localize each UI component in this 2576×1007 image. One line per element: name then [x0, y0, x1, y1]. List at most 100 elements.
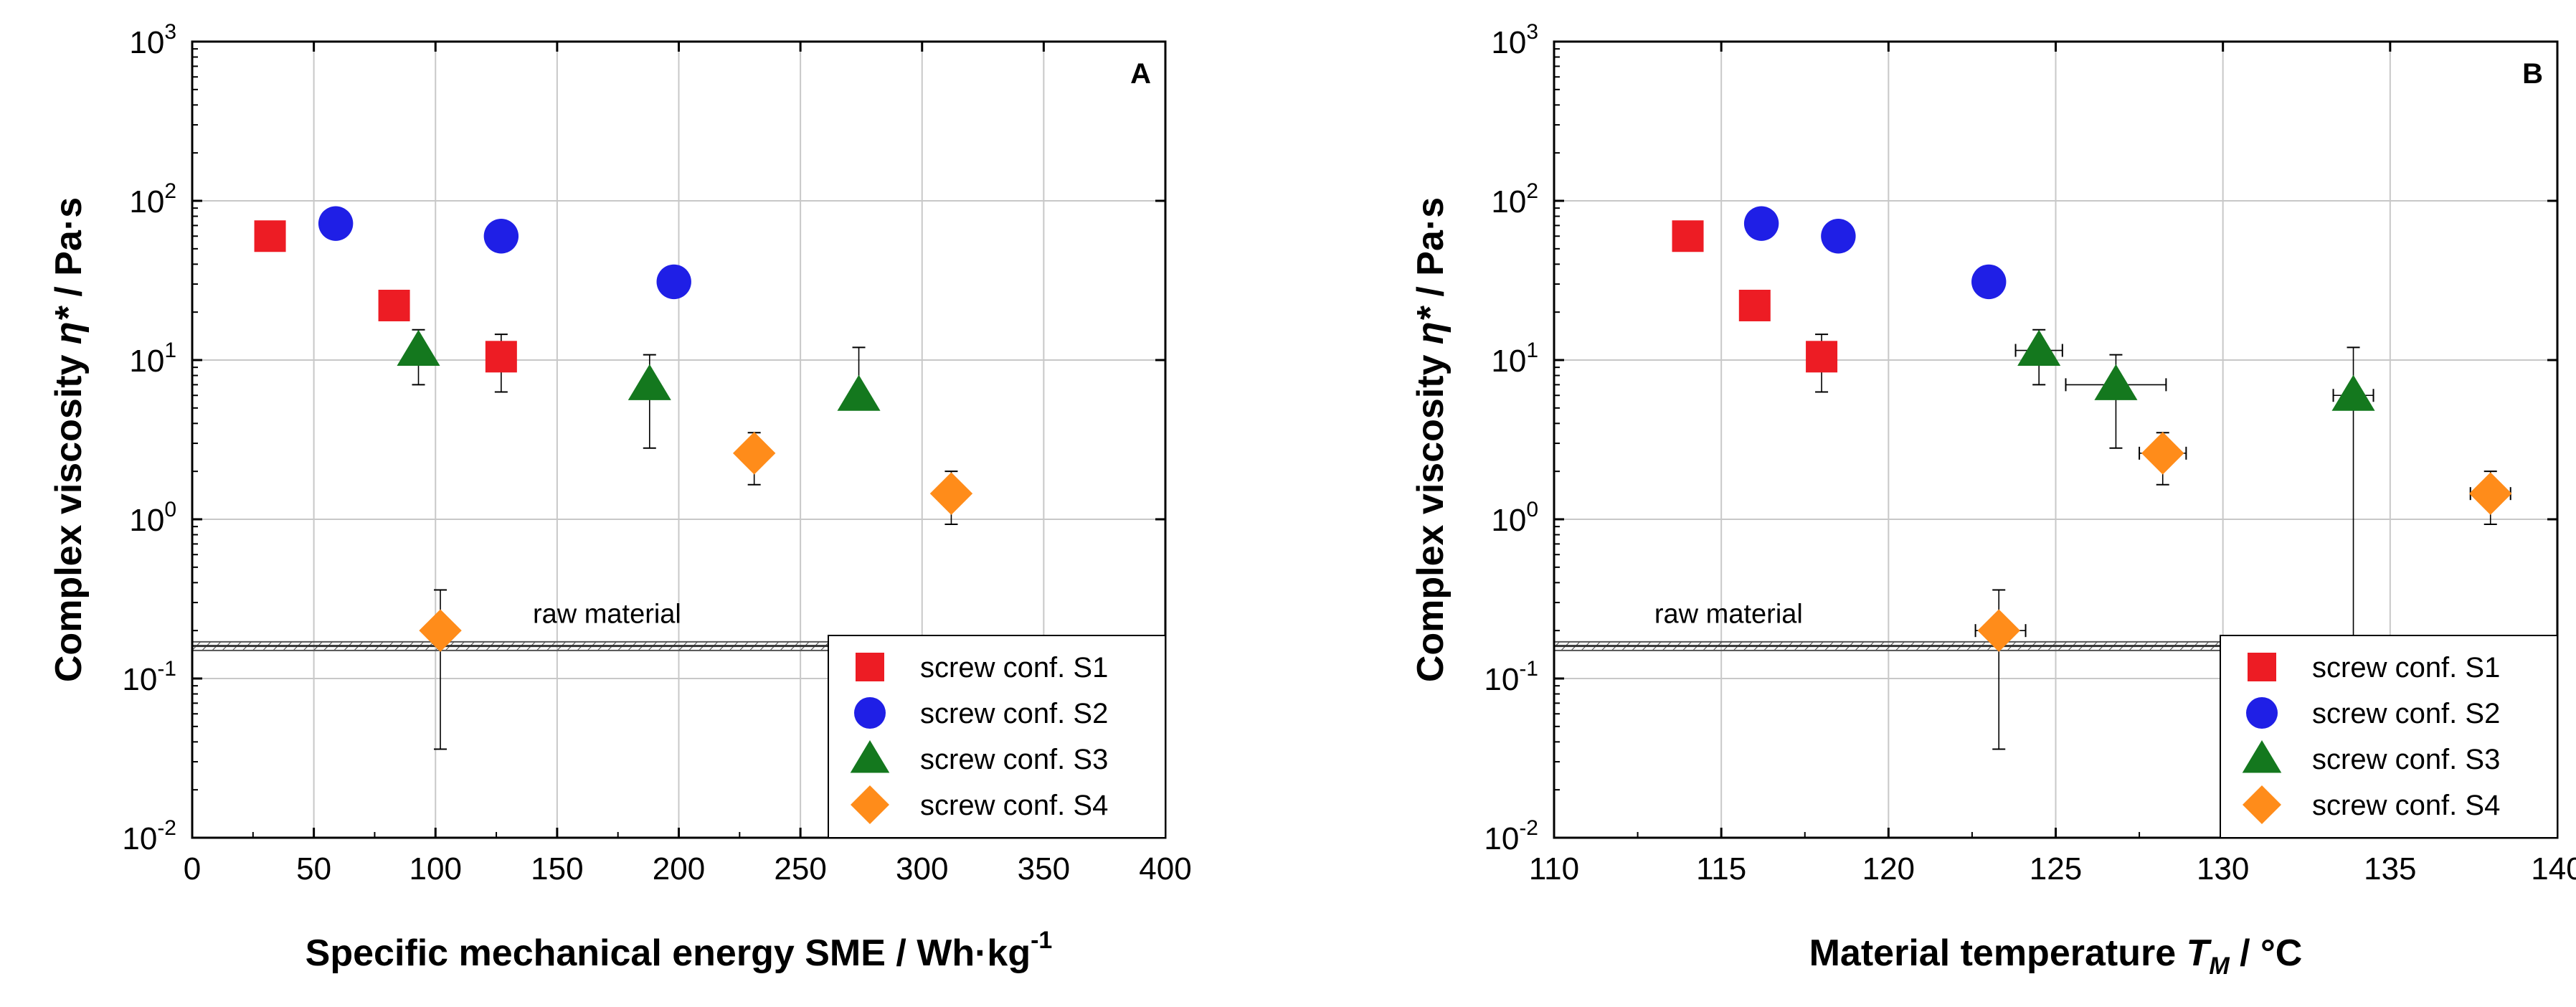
- panel-label: A: [1130, 58, 1151, 90]
- y-tick-base: 10: [1484, 821, 1519, 856]
- x-tick-label: 400: [1139, 851, 1191, 887]
- data-point-s2: [1821, 219, 1856, 254]
- data-point-s4: [2141, 432, 2184, 475]
- data-point-s1: [378, 289, 410, 321]
- y-tick-base: 10: [1491, 25, 1526, 60]
- y-axis-label-part: / Pa·s: [1410, 197, 1452, 307]
- legend-label-s4: screw conf. S4: [2312, 790, 2500, 821]
- y-tick-base: 10: [129, 503, 164, 538]
- x-axis-label-symbol: T: [2187, 932, 2212, 974]
- raw-material-label: raw material: [1654, 600, 1803, 630]
- x-tick-label: 115: [1696, 851, 1746, 887]
- legend-marker-s1: [856, 653, 884, 681]
- x-tick-label: 125: [2030, 851, 2082, 887]
- x-tick-label: 110: [1529, 851, 1579, 887]
- legend-label-s2: screw conf. S2: [920, 698, 1108, 729]
- y-axis-label-part: η*: [1410, 305, 1452, 344]
- y-axis-label-part: η*: [48, 305, 90, 344]
- data-point-s4: [1977, 609, 2020, 652]
- y-tick-exponent: 2: [164, 179, 176, 203]
- y-tick-exponent: -1: [1519, 657, 1538, 681]
- y-tick-label: 101: [1491, 339, 1538, 379]
- x-tick-label: 150: [531, 851, 583, 887]
- data-point-s1: [1806, 341, 1838, 373]
- data-point-s2: [1971, 264, 2007, 300]
- legend-marker-s2: [854, 697, 886, 729]
- legend: screw conf. S1 screw conf. S2 screw conf. …: [828, 635, 1166, 838]
- x-tick-label: 140: [2531, 851, 2576, 887]
- data-point-s2: [656, 264, 691, 300]
- y-tick-label: 103: [1491, 20, 1538, 60]
- y-tick-label: 10-1: [1484, 657, 1538, 697]
- data-point-s3: [628, 364, 671, 400]
- x-tick-label: 130: [2197, 851, 2249, 887]
- raw-material-label: raw material: [533, 600, 681, 630]
- legend-label-s2: screw conf. S2: [2312, 698, 2500, 729]
- legend-marker-s2: [2246, 697, 2278, 729]
- y-tick-exponent: 1: [1526, 339, 1538, 362]
- legend-marker-s3: [2242, 740, 2282, 773]
- y-tick-label: 101: [129, 339, 176, 379]
- x-tick-label: 50: [296, 851, 331, 887]
- x-tick-label: 300: [896, 851, 948, 887]
- y-tick-base: 10: [129, 25, 164, 60]
- data-point-s1: [485, 341, 517, 373]
- x-axis-label-sub: M: [2209, 952, 2230, 980]
- y-tick-label: 10-2: [1484, 816, 1538, 856]
- data-point-s2: [318, 206, 354, 241]
- y-tick-base: 10: [1484, 662, 1519, 697]
- data-point-s3: [837, 374, 881, 411]
- x-tick-label: 350: [1018, 851, 1070, 887]
- x-axis-label-unit: / °C: [2230, 932, 2303, 974]
- legend: screw conf. S1 screw conf. S2 screw conf. …: [2220, 635, 2558, 838]
- data-point-s4: [929, 472, 973, 515]
- data-point-s1: [254, 220, 286, 252]
- data-point-s3: [397, 329, 440, 366]
- y-tick-exponent: -2: [157, 816, 176, 840]
- data-point-s2: [483, 219, 519, 254]
- data-point-s3: [2094, 364, 2138, 400]
- y-axis-label: Complex viscosity η* / Pa·s: [48, 197, 90, 682]
- y-tick-exponent: 3: [164, 20, 176, 44]
- y-tick-label: 100: [129, 498, 176, 538]
- y-tick-exponent: 3: [1526, 20, 1538, 44]
- x-tick-label: 0: [184, 851, 201, 887]
- x-tick-label: 135: [2364, 851, 2416, 887]
- y-tick-label: 103: [129, 20, 176, 60]
- y-tick-label: 102: [129, 179, 176, 219]
- legend-label-s1: screw conf. S1: [2312, 652, 2500, 684]
- y-tick-label: 102: [1491, 179, 1538, 219]
- x-tick-label: 200: [653, 851, 705, 887]
- x-axis-label-text: Specific mechanical energy SME / Wh·kg: [306, 932, 1031, 974]
- legend-label-s3: screw conf. S3: [2312, 744, 2500, 775]
- x-tick-label: 100: [409, 851, 462, 887]
- data-point-s3: [2017, 329, 2061, 366]
- y-axis-label-part: Complex viscosity: [1410, 344, 1452, 682]
- legend-label-s3: screw conf. S3: [920, 744, 1108, 775]
- legend-label-s4: screw conf. S4: [920, 790, 1108, 821]
- y-tick-label: 100: [1491, 498, 1538, 538]
- y-tick-base: 10: [122, 821, 157, 856]
- y-tick-exponent: 0: [1526, 498, 1538, 521]
- legend-marker-s4: [851, 785, 889, 824]
- x-axis-label-sup: -1: [1031, 927, 1052, 954]
- data-point-s4: [419, 609, 462, 652]
- data-point-s1: [1738, 289, 1771, 321]
- data-point-s1: [1672, 220, 1704, 252]
- y-axis-label-part: / Pa·s: [48, 197, 90, 307]
- data-point-s4: [732, 432, 776, 475]
- y-tick-exponent: 0: [164, 498, 176, 521]
- data-point-s3: [2331, 374, 2375, 411]
- panel-label: B: [2522, 58, 2543, 90]
- legend-marker-s3: [850, 740, 890, 773]
- data-point-s2: [1743, 206, 1779, 241]
- x-axis-label: Material temperature TM / °C: [1809, 932, 2303, 980]
- y-tick-base: 10: [1491, 344, 1526, 379]
- y-axis-label-part: Complex viscosity: [48, 344, 90, 682]
- y-tick-base: 10: [129, 344, 164, 379]
- y-tick-exponent: 1: [164, 339, 176, 362]
- x-axis-label-text: Material temperature: [1809, 932, 2187, 974]
- y-tick-exponent: 2: [1526, 179, 1538, 203]
